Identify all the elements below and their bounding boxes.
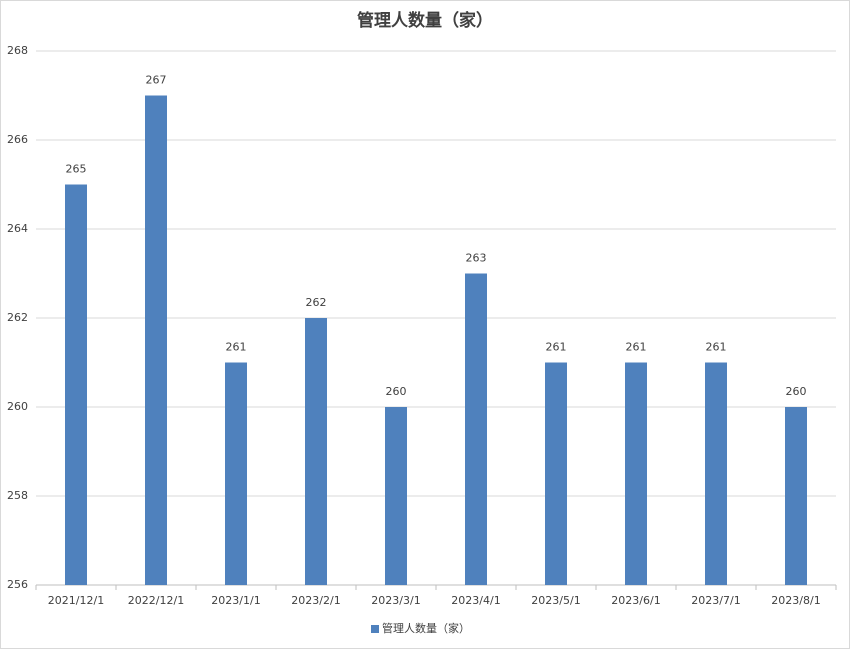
data-label: 261 [706,341,727,354]
y-tick-label: 260 [7,400,28,413]
bar [705,362,727,585]
y-tick-label: 258 [7,489,28,502]
data-label: 265 [66,163,87,176]
bar [785,407,807,585]
bar [385,407,407,585]
x-tick-label: 2022/12/1 [128,594,184,607]
y-tick-label: 268 [7,44,28,57]
x-tick-label: 2023/4/1 [451,594,500,607]
x-tick-label: 2023/6/1 [611,594,660,607]
legend-label: 管理人数量（家） [382,621,470,635]
data-label: 261 [226,341,247,354]
x-tick-label: 2023/5/1 [531,594,580,607]
bar [145,95,167,585]
x-tick-label: 2023/2/1 [291,594,340,607]
bar [225,362,247,585]
chart-title: 管理人数量（家） [357,10,493,31]
x-tick-label: 2023/7/1 [691,594,740,607]
y-tick-label: 266 [7,133,28,146]
data-label: 260 [386,385,407,398]
data-label: 263 [466,252,487,265]
y-tick-label: 256 [7,578,28,591]
x-tick-label: 2023/8/1 [771,594,820,607]
legend-swatch [371,625,379,633]
x-tick-label: 2023/3/1 [371,594,420,607]
bar [305,318,327,585]
data-label: 261 [546,341,567,354]
y-tick-label: 262 [7,311,28,324]
y-tick-label: 264 [7,222,28,235]
bar [465,273,487,585]
bar [545,362,567,585]
bar [625,362,647,585]
bar [65,184,87,585]
data-label: 260 [786,385,807,398]
x-tick-label: 2021/12/1 [48,594,104,607]
x-tick-label: 2023/1/1 [211,594,260,607]
data-label: 267 [146,74,167,87]
data-label: 261 [626,341,647,354]
data-label: 262 [306,296,327,309]
